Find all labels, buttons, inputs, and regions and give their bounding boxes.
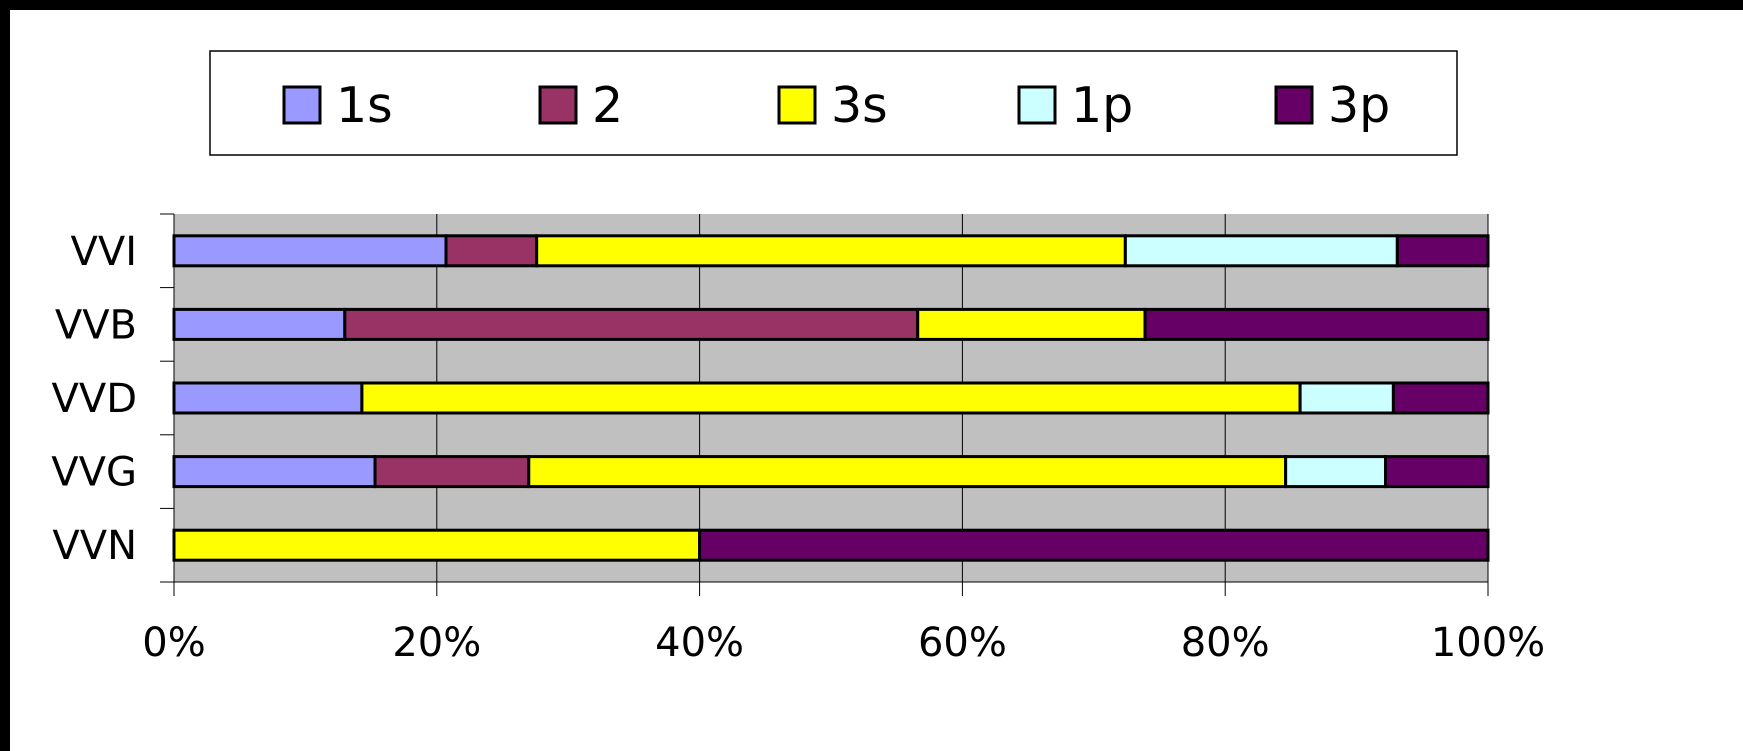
legend-label-1s: 1s [336, 77, 393, 134]
bar-vvg-1p [1284, 455, 1388, 489]
bar-vvb-1s [172, 307, 347, 341]
plot-area [172, 214, 1490, 582]
category-label-vvd: VVD [51, 376, 137, 422]
bar-vvd-1p [1298, 381, 1395, 415]
bar-vvd-1s [172, 381, 364, 415]
x-tick-label: 60% [918, 620, 1007, 666]
legend-swatch-1s [282, 85, 322, 125]
legend-label-1p: 1p [1071, 77, 1133, 134]
x-tick-label: 20% [392, 620, 481, 666]
x-tick-label: 80% [1181, 620, 1270, 666]
legend-swatch-1p [1017, 85, 1057, 125]
category-label-vvn: VVN [52, 523, 137, 569]
bar-vvg-3p [1384, 455, 1490, 489]
legend-label-3s: 3s [831, 77, 888, 134]
bar-vvb-3p [1143, 307, 1490, 341]
legend: 1s 2 3s 1p 3p [209, 50, 1458, 156]
bar-vvn-3p [698, 528, 1490, 562]
bar-vvg-1s [172, 455, 377, 489]
bar-vvb-2 [343, 307, 920, 341]
bar-vvd-3s [360, 381, 1302, 415]
legend-swatch-3s [777, 85, 817, 125]
bar-vvi-1s [172, 234, 448, 268]
category-label-vvi: VVI [70, 229, 137, 275]
category-label-vvb: VVB [55, 302, 137, 348]
bar-vvd-3p [1391, 381, 1490, 415]
x-tick-label: 0% [142, 620, 205, 666]
bar-vvb-3s [916, 307, 1147, 341]
y-axis: VVI VVB VVD VVG VVN [51, 213, 175, 583]
legend-swatch-2 [538, 85, 578, 125]
bar-vvi-2 [444, 234, 539, 268]
bar-vvg-2 [373, 455, 531, 489]
legend-box [209, 50, 1458, 156]
bar-vvi-1p [1123, 234, 1399, 268]
bar-vvn-3s [172, 528, 702, 562]
x-axis: 0% 20% 40% 60% 80% 100% [142, 581, 1545, 666]
bar-vvg-3s [527, 455, 1288, 489]
x-tick-label: 100% [1431, 620, 1545, 666]
bar-vvi-3p [1395, 234, 1490, 268]
legend-label-2: 2 [592, 77, 623, 134]
legend-label-3p: 3p [1328, 77, 1390, 134]
x-tick-label: 40% [655, 620, 744, 666]
bar-vvi-3s [535, 234, 1127, 268]
category-label-vvg: VVG [51, 450, 137, 496]
legend-swatch-3p [1274, 85, 1314, 125]
